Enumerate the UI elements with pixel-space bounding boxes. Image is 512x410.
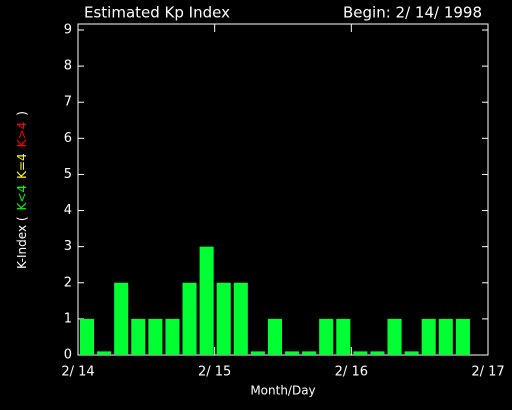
x-tick-label: 2/ 15	[198, 365, 231, 380]
x-tick-label: 2/ 16	[335, 365, 368, 380]
x-tick-label: 2/ 17	[471, 365, 504, 380]
y-axis-label-part: K=4	[15, 153, 29, 179]
bar	[387, 318, 402, 355]
chart-title: Estimated Kp Index	[84, 4, 230, 22]
bar	[250, 351, 265, 355]
y-axis-label-part: K<4	[15, 185, 29, 211]
bar	[97, 351, 112, 355]
bar	[131, 318, 146, 355]
bar	[199, 246, 214, 355]
bar	[80, 318, 95, 355]
bar	[165, 318, 180, 355]
y-axis-label: K-Index ( K<4 K=4 K>4)	[15, 111, 29, 269]
y-tick-label: 0	[64, 348, 72, 363]
bar	[404, 351, 419, 355]
bar	[319, 318, 334, 355]
bar	[267, 318, 282, 355]
plot-frame	[77, 23, 489, 356]
y-tick-label: 3	[64, 239, 72, 254]
bar	[285, 351, 300, 355]
bar	[148, 318, 163, 355]
y-tick-label: 2	[64, 275, 72, 290]
y-axis-label-part: K>4	[15, 122, 29, 148]
bar	[455, 318, 470, 355]
bar	[182, 282, 197, 355]
bar	[216, 282, 231, 355]
bar	[421, 318, 436, 355]
chart-subtitle: Begin: 2/ 14/ 1998	[343, 4, 482, 22]
bar	[233, 282, 248, 355]
y-tick-label: 1	[64, 311, 72, 326]
bar	[438, 318, 453, 355]
bar	[302, 351, 317, 355]
y-tick-label: 4	[64, 203, 72, 218]
x-tick-label: 2/ 14	[61, 365, 94, 380]
y-tick-label: 6	[64, 131, 72, 146]
bar	[370, 351, 385, 355]
y-tick-label: 7	[64, 95, 72, 110]
y-axis-label-part: K-Index (	[15, 216, 29, 268]
bar	[114, 282, 129, 355]
y-tick-label: 5	[64, 167, 72, 182]
x-axis-label: Month/Day	[250, 384, 315, 398]
y-tick-label: 8	[64, 59, 72, 74]
y-axis-label-part: )	[15, 111, 29, 116]
y-tick-label: 9	[64, 23, 72, 38]
bar	[336, 318, 351, 355]
bar	[353, 351, 368, 355]
